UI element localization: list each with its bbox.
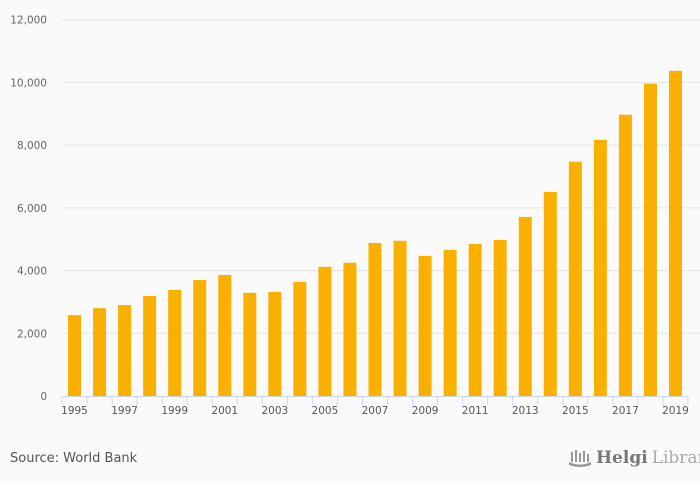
x-tick-label: 2003 — [261, 405, 288, 417]
bar-2008 — [393, 240, 407, 396]
bar-2003 — [268, 291, 282, 396]
bar-2000 — [193, 279, 207, 396]
bar-2019 — [668, 70, 682, 396]
logo-text-light: Library. — [651, 448, 700, 468]
bar-2014 — [543, 191, 557, 396]
y-tick-label: 12,000 — [10, 15, 47, 27]
bar-2004 — [293, 281, 307, 396]
x-tick-label: 2005 — [312, 405, 339, 417]
y-tick-label: 2,000 — [17, 328, 47, 340]
x-tick-label: 2019 — [662, 405, 689, 417]
y-tick-label: 6,000 — [17, 203, 47, 215]
bar-2009 — [418, 255, 432, 396]
x-tick-label: 2015 — [562, 405, 589, 417]
bar-2011 — [468, 243, 482, 396]
x-tick-label: 2001 — [211, 405, 238, 417]
x-tick-label: 2011 — [462, 405, 489, 417]
source-note: Source: World Bank — [10, 451, 138, 466]
bar-2007 — [368, 242, 382, 396]
bar-chart: 0 2,000 4,000 6,000 8,000 10,000 12,000 1995 199… — [10, 15, 700, 417]
y-tick-label: 8,000 — [17, 140, 47, 152]
y-tick-label: 0 — [40, 391, 47, 403]
x-tick-label: 1995 — [61, 405, 88, 417]
y-tick-label: 4,000 — [17, 266, 47, 278]
bar-2012 — [493, 239, 507, 396]
bar-1995 — [68, 315, 82, 396]
bar-2016 — [593, 139, 607, 396]
bar-1997 — [118, 305, 132, 396]
bar-2013 — [518, 216, 532, 396]
y-tick-label: 10,000 — [10, 77, 47, 89]
library-icon — [569, 450, 591, 467]
bar-2002 — [243, 292, 257, 396]
bar-2001 — [218, 274, 232, 396]
bar-1996 — [93, 308, 107, 396]
bar-2010 — [443, 249, 457, 396]
x-tick-label: 2013 — [512, 405, 539, 417]
x-tick-label: 2009 — [412, 405, 439, 417]
logo-text-bold: Helgi — [596, 448, 648, 468]
bar-2015 — [568, 161, 582, 396]
x-tick-label: 1999 — [161, 405, 188, 417]
bar-1998 — [143, 295, 157, 396]
bar-2017 — [618, 114, 632, 396]
bar-1999 — [168, 290, 182, 396]
bar-2006 — [343, 262, 357, 396]
x-tick-label: 2007 — [362, 405, 389, 417]
x-tick-label: 1997 — [111, 405, 138, 417]
bar-2018 — [643, 83, 657, 397]
bar-2005 — [318, 266, 332, 396]
x-tick-label: 2017 — [612, 405, 639, 417]
helgilibrary-logo[interactable]: HelgiLibrary. — [568, 448, 700, 468]
